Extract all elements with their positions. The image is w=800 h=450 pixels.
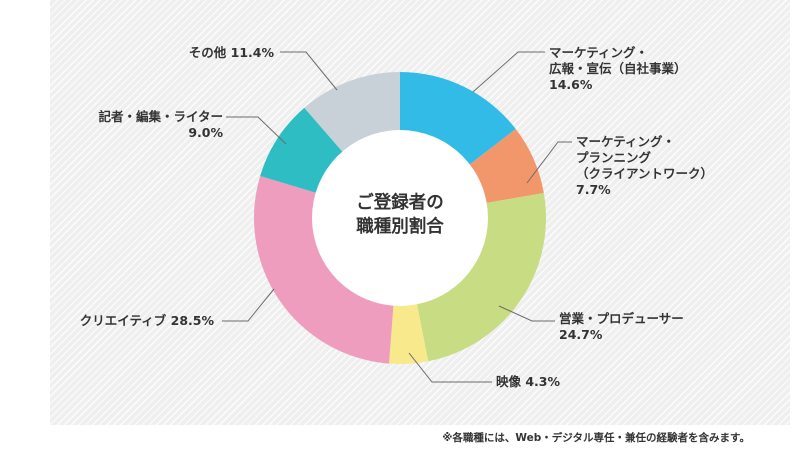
chart-title-line-2: 職種別割合: [356, 217, 444, 237]
callout-line: （クライアントワーク）: [576, 166, 714, 181]
callout-other: その他 11.4%: [189, 45, 274, 61]
callout-line: マーケティング・: [576, 134, 676, 149]
callout-line: 広報・宣伝（自社事業）: [549, 61, 687, 76]
donut-hole: [312, 130, 488, 306]
leader-line-other: [280, 51, 338, 91]
chart-title-line-1: ご登録者の: [356, 193, 444, 213]
chart-title: ご登録者の 職種別割合: [330, 191, 470, 239]
callout-line: 記者・編集・ライター: [98, 109, 223, 124]
leader-line-writer-editor: [226, 116, 287, 145]
callout-line: その他 11.4%: [188, 45, 274, 60]
callout-creative: クリエイティブ 28.5%: [80, 313, 214, 329]
footnote: ※各職種には、Web・デジタル専任・兼任の経験者を含みます。: [442, 432, 750, 444]
callout-video: 映像 4.3%: [496, 374, 560, 390]
callout-value: 7.7%: [576, 182, 611, 197]
callout-line: マーケティング・: [549, 45, 649, 60]
leader-line-video: [408, 352, 492, 383]
leader-line-sales-producer: [498, 305, 555, 322]
callout-sales-producer: 営業・プロデューサー 24.7%: [559, 311, 684, 343]
callout-value: 9.0%: [188, 125, 223, 140]
leader-line-marketing-planning: [526, 141, 572, 184]
callout-line: プランニング: [576, 150, 652, 165]
callout-marketing-planning: マーケティング・ プランニング （クライアントワーク） 7.7%: [576, 134, 713, 198]
callout-writer-editor: 記者・編集・ライター 9.0%: [98, 109, 223, 141]
callout-value: 24.7%: [559, 327, 603, 342]
callout-line: クリエイティブ 28.5%: [79, 313, 214, 328]
leader-line-marketing-pr: [472, 51, 545, 93]
callout-value: 14.6%: [549, 77, 593, 92]
callout-marketing-pr: マーケティング・ 広報・宣伝（自社事業） 14.6%: [549, 45, 687, 93]
callout-line: 営業・プロデューサー: [559, 311, 684, 326]
leader-lines-group: [222, 51, 572, 383]
leader-line-creative: [222, 288, 275, 322]
callout-line: 映像 4.3%: [496, 374, 561, 389]
